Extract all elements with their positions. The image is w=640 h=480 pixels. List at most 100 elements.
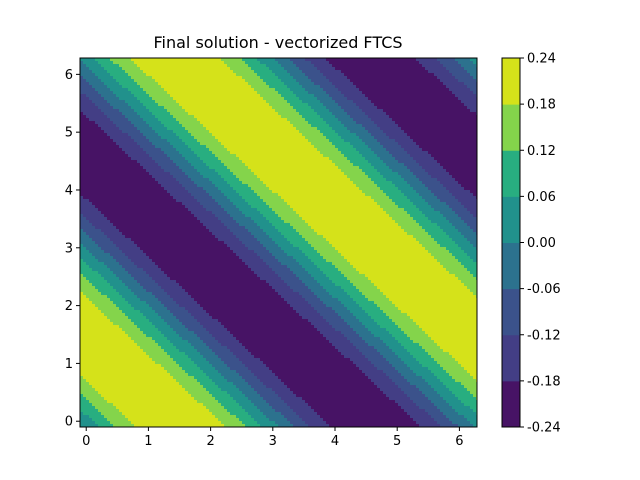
contour-cell (224, 73, 228, 77)
contour-cell (359, 61, 363, 65)
contour-cell (131, 73, 135, 77)
contour-cell (377, 76, 381, 80)
contour-cell (368, 67, 372, 71)
contour-cell (290, 70, 294, 74)
contour-cell (374, 64, 378, 68)
contour-cell (167, 82, 171, 86)
contour-cell (383, 64, 387, 68)
contour-cell (149, 79, 153, 83)
contour-cell (239, 79, 243, 83)
contour-cell (209, 73, 213, 77)
contour-cell (206, 64, 210, 68)
contour-cell (428, 73, 432, 77)
contour-cell (467, 64, 471, 68)
contour-cell (356, 67, 360, 71)
contour-cell (329, 67, 333, 71)
contour-cell (131, 67, 135, 71)
contour-cell (110, 73, 114, 77)
contour-cell (347, 67, 351, 71)
contour-cell (473, 58, 477, 62)
contour-cell (125, 58, 129, 62)
contour-cell (401, 76, 405, 80)
contour-cell (371, 70, 375, 74)
contour-cell (401, 79, 405, 83)
contour-cell (302, 67, 306, 71)
contour-cell (254, 76, 258, 80)
contour-cell (350, 58, 354, 62)
contour-cell (218, 76, 222, 80)
contour-cell (227, 58, 231, 62)
contour-cell (284, 82, 288, 86)
contour-cell (428, 64, 432, 68)
contour-cell (98, 61, 102, 65)
contour-cell (326, 61, 330, 65)
contour-cell (179, 58, 183, 62)
contour-cell (98, 70, 102, 74)
contour-cell (419, 61, 423, 65)
contour-cell (194, 82, 198, 86)
contour-cell (368, 79, 372, 83)
contour-cell (194, 70, 198, 74)
contour-cell (260, 67, 264, 71)
contour-cell (275, 70, 279, 74)
contour-cell (185, 64, 189, 68)
contour-cell (365, 67, 369, 71)
contour-cell (116, 64, 120, 68)
contour-cell (101, 79, 105, 83)
contour-cell (452, 79, 456, 83)
contour-cell (335, 79, 339, 83)
contour-cell (113, 73, 117, 77)
contour-cell (410, 76, 414, 80)
contour-cell (248, 67, 252, 71)
contour-cell (383, 61, 387, 65)
contour-cell (248, 76, 252, 80)
contour-cell (365, 76, 369, 80)
contour-cell (323, 73, 327, 77)
contour-cell (245, 61, 249, 65)
contour-cell (413, 67, 417, 71)
contour-cell (347, 79, 351, 83)
contour-cell (212, 70, 216, 74)
contour-cell (332, 73, 336, 77)
contour-cell (440, 76, 444, 80)
contour-cell (170, 82, 174, 86)
contour-cell (116, 82, 120, 86)
contour-cell (221, 82, 225, 86)
contour-cell (296, 58, 300, 62)
contour-cell (194, 73, 198, 77)
contour-cell (92, 73, 96, 77)
contour-cell (113, 61, 117, 65)
contour-cell (281, 67, 285, 71)
contour-cell (248, 79, 252, 83)
contour-cell (251, 61, 255, 65)
contour-cell (185, 76, 189, 80)
contour-cell (467, 61, 471, 65)
contour-cell (308, 73, 312, 77)
contour-cell (152, 61, 156, 65)
contour-cell (179, 64, 183, 68)
contour-cell (149, 70, 153, 74)
contour-cell (374, 67, 378, 71)
contour-cell (275, 82, 279, 86)
contour-cell (131, 79, 135, 83)
contour-cell (221, 67, 225, 71)
contour-cell (386, 73, 390, 77)
contour-cell (398, 79, 402, 83)
contour-cell (299, 73, 303, 77)
contour-cell (467, 70, 471, 74)
contour-cell (230, 67, 234, 71)
contour-cell (329, 61, 333, 65)
contour-cell (362, 73, 366, 77)
contour-cell (296, 73, 300, 77)
contour-cell (389, 73, 393, 77)
contour-cell (224, 64, 228, 68)
contour-cell (320, 64, 324, 68)
contour-cell (395, 70, 399, 74)
contour-cell (179, 70, 183, 74)
contour-cell (434, 61, 438, 65)
contour-cell (245, 82, 249, 86)
contour-cell (470, 76, 474, 80)
contour-cell (335, 67, 339, 71)
contour-cell (206, 76, 210, 80)
contour-cell (98, 73, 102, 77)
